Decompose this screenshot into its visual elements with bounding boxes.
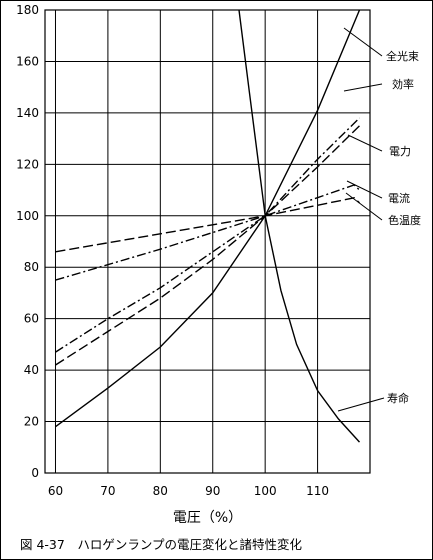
x-tick-label: 70 bbox=[100, 484, 115, 498]
series-line bbox=[55, 197, 360, 253]
series-lines bbox=[55, 10, 361, 443]
y-tick-label: 40 bbox=[24, 363, 39, 377]
y-axis: 0 20 40 60 80 100 120 140 160 180 bbox=[16, 3, 39, 480]
y-tick-label: 80 bbox=[24, 260, 39, 274]
y-tick-label: 140 bbox=[16, 106, 39, 120]
series-line bbox=[55, 10, 361, 428]
series-line bbox=[55, 125, 360, 366]
x-axis: 60 70 80 90 100 110 bbox=[48, 484, 329, 498]
x-tick-label: 80 bbox=[153, 484, 168, 498]
series-label: 効率 bbox=[392, 77, 414, 91]
series-label: 電流 bbox=[388, 191, 410, 205]
series-label: 寿命 bbox=[387, 391, 409, 405]
series-line bbox=[55, 184, 360, 281]
series-line bbox=[238, 10, 361, 443]
plot-area bbox=[44, 9, 371, 474]
x-tick-label: 100 bbox=[254, 484, 277, 498]
label-leader bbox=[337, 397, 385, 412]
x-tick-label: 60 bbox=[48, 484, 63, 498]
series-label: 全光束 bbox=[386, 49, 419, 63]
figure-caption: 図 4-37 ハロゲンランプの電圧変化と諸特性変化 bbox=[20, 537, 302, 552]
y-tick-label: 180 bbox=[16, 3, 39, 17]
y-tick-label: 0 bbox=[31, 466, 39, 480]
label-leader bbox=[343, 83, 383, 92]
series-label: 電力 bbox=[389, 145, 411, 158]
label-leader bbox=[343, 27, 383, 57]
x-tick-label: 110 bbox=[306, 484, 329, 498]
x-tick-label: 90 bbox=[205, 484, 220, 498]
label-leader bbox=[345, 192, 383, 221]
y-tick-label: 60 bbox=[24, 312, 39, 326]
y-tick-label: 20 bbox=[24, 415, 39, 429]
x-axis-title: 電圧（%） bbox=[173, 510, 242, 526]
grid bbox=[45, 9, 370, 474]
y-tick-label: 100 bbox=[16, 209, 39, 223]
series-label: 色温度 bbox=[388, 213, 421, 227]
y-tick-label: 160 bbox=[16, 54, 39, 68]
y-tick-label: 120 bbox=[16, 157, 39, 171]
label-leader bbox=[346, 180, 383, 199]
label-leader bbox=[347, 134, 383, 152]
series-line bbox=[55, 117, 360, 353]
